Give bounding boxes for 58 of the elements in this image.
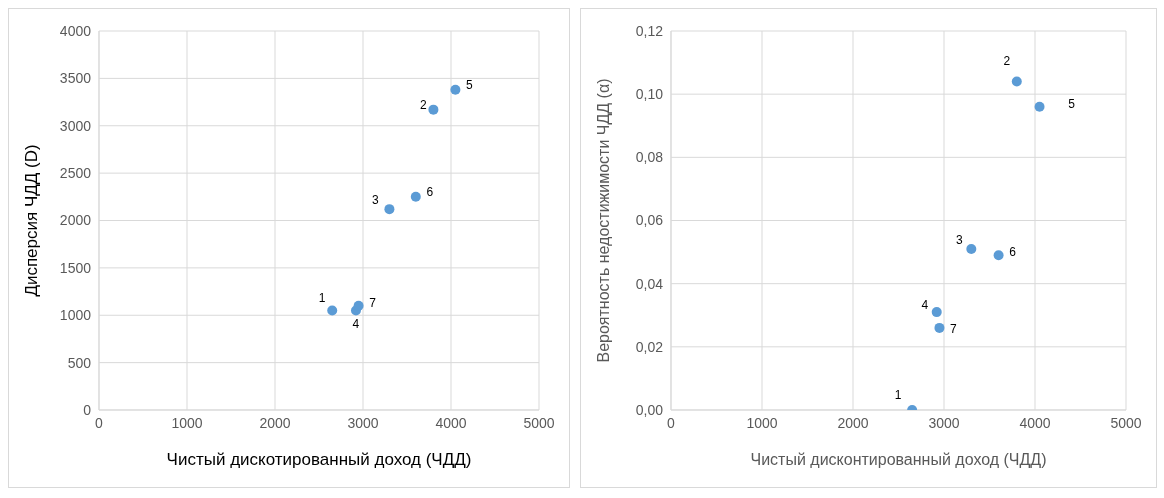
x-tick-label: 3000 [347,414,379,431]
point [966,243,977,254]
point [384,204,395,215]
annotation: 1 [894,388,902,403]
y-tick-label: 0,04 [635,275,664,292]
y-tick-label: 3000 [59,117,92,134]
point [410,191,421,202]
annotation: 2 [420,97,428,112]
point [327,305,338,316]
x-axis-title: Чистый дисконтированный доход (ЧДД) [750,451,1047,468]
y-tick-label: 3500 [59,70,92,87]
y-axis-title: Вероятность недостижимости ЧДД (α) [594,78,612,363]
y-tick-label: 500 [67,354,92,371]
y-tick-label: 1000 [59,307,92,324]
annotation: 3 [955,233,963,248]
point [428,104,439,115]
point [1034,101,1045,112]
y-tick-label: 0,08 [635,149,664,166]
y-tick-label: 0,02 [635,338,664,355]
x-tick-label: 5000 [1110,414,1142,431]
point [1011,76,1022,87]
y-tick-label: 0 [83,401,92,418]
x-tick-label: 0 [667,414,676,431]
annotation: 5 [466,77,474,92]
y-tick-label: 0,12 [635,22,664,39]
annotation: 3 [372,193,380,208]
x-tick-label: 0 [95,414,104,431]
y-tick-label: 0,06 [635,212,664,229]
y-tick-label: 1500 [59,259,92,276]
x-tick-label: 2000 [259,414,291,431]
point [931,307,942,318]
point [934,322,945,333]
annotation: 2 [1003,53,1011,68]
y-tick-label: 4000 [59,22,92,39]
annotation: 6 [426,184,434,199]
annotation: 7 [950,322,958,337]
annotation: 6 [1009,245,1017,260]
y-tick-label: 2000 [59,212,92,229]
x-tick-label: 3000 [928,414,960,431]
x-tick-label: 1000 [171,414,203,431]
x-tick-label: 4000 [435,414,467,431]
x-tick-label: 4000 [1019,414,1051,431]
annotation: 1 [318,290,326,305]
x-tick-label: 1000 [746,414,778,431]
y-tick-label: 2500 [59,165,92,182]
y-tick-label: 0,00 [635,401,664,418]
point [353,300,364,311]
annotation: 4 [352,316,360,331]
x-tick-label: 2000 [837,414,869,431]
annotation: 7 [369,295,377,310]
y-tick-label: 0,10 [635,86,664,103]
point [993,250,1004,261]
annotation: 5 [1068,96,1076,111]
y-axis-title: Дисперсия ЧДД (D) [22,144,42,297]
x-tick-label: 5000 [523,414,555,431]
x-axis-title: Чистый дискотированный доход (ЧДД) [166,450,472,469]
point [450,84,461,95]
annotation: 4 [921,298,929,313]
